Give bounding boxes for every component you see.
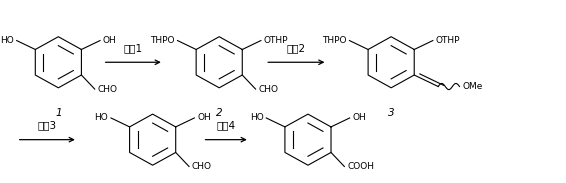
Text: THPO: THPO [322, 36, 347, 45]
Text: 步骤2: 步骤2 [287, 43, 306, 53]
Text: 3: 3 [388, 108, 395, 118]
Text: CHO: CHO [258, 85, 278, 94]
Text: COOH: COOH [347, 162, 374, 171]
Text: 步骤4: 步骤4 [217, 120, 235, 130]
Text: OTHP: OTHP [436, 36, 460, 45]
Text: HO: HO [0, 36, 14, 45]
Text: HO: HO [250, 113, 264, 122]
Text: 步骤1: 步骤1 [124, 43, 143, 53]
Text: 1: 1 [55, 108, 62, 118]
Text: CHO: CHO [192, 162, 212, 171]
Text: OTHP: OTHP [264, 36, 288, 45]
Text: 步骤3: 步骤3 [38, 120, 57, 130]
Text: CHO: CHO [97, 85, 118, 94]
Text: OH: OH [197, 113, 211, 122]
Text: HO: HO [95, 113, 108, 122]
Text: OH: OH [103, 36, 117, 45]
Text: THPO: THPO [150, 36, 175, 45]
Text: 2: 2 [216, 108, 222, 118]
Text: OMe: OMe [462, 82, 483, 91]
Text: OH: OH [353, 113, 366, 122]
